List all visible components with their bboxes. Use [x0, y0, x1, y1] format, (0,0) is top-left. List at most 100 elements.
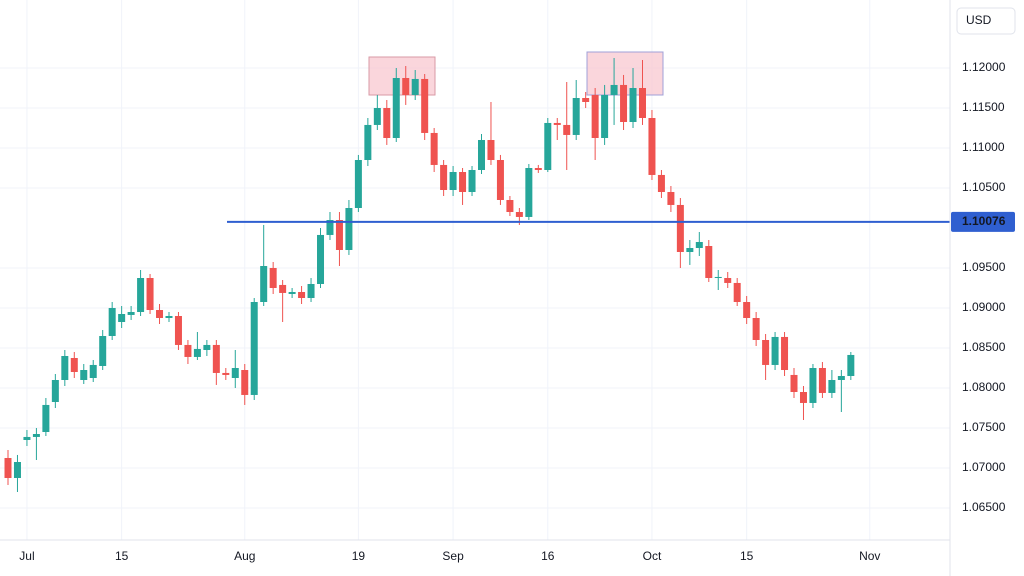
candle-body: [818, 368, 826, 393]
candle-body: [364, 124, 372, 160]
candle-body: [13, 462, 21, 478]
candle-body: [317, 234, 325, 284]
candle-body: [279, 284, 287, 293]
candle-body: [563, 124, 571, 135]
candle-body: [648, 118, 656, 175]
candle-body: [392, 78, 400, 138]
candle-body: [89, 364, 97, 378]
y-tick-label: 1.08000: [962, 380, 1006, 394]
candle-body: [212, 344, 220, 373]
candle-body: [695, 242, 703, 248]
candle-body: [620, 84, 628, 122]
x-tick-label: 19: [352, 549, 366, 563]
candle-body: [638, 88, 646, 118]
candle-body: [667, 192, 675, 205]
candle-body: [51, 380, 59, 402]
x-tick-label: Aug: [234, 549, 255, 563]
candle-body: [553, 122, 561, 125]
x-tick-label: 15: [740, 549, 754, 563]
candle-body: [771, 336, 779, 365]
y-tick-label: 1.07000: [962, 460, 1006, 474]
candles: [4, 58, 950, 492]
candle-body: [724, 278, 732, 283]
candle-body: [383, 108, 391, 138]
candle-body: [373, 108, 381, 125]
y-tick-label: 1.09500: [962, 260, 1006, 274]
candle-body: [449, 172, 457, 190]
candle-body: [601, 94, 609, 138]
candle-body: [23, 436, 31, 440]
candle-body: [99, 336, 107, 366]
x-tick-label: 16: [541, 549, 555, 563]
y-tick-label: 1.11500: [962, 100, 1005, 114]
candle-body: [146, 278, 154, 310]
candle-body: [809, 368, 817, 403]
candle-body: [174, 316, 182, 345]
candle-body: [269, 268, 277, 288]
candle-body: [790, 374, 798, 392]
candle-body: [534, 168, 542, 170]
y-tick-label: 1.12000: [962, 60, 1006, 74]
candle-body: [572, 98, 580, 135]
candle-body: [591, 94, 599, 138]
level-badge: [951, 211, 1015, 232]
x-tick-label: Sep: [442, 549, 464, 563]
candle-body: [781, 336, 789, 370]
candle-body: [402, 78, 410, 95]
level-label: 1.10076: [962, 214, 1006, 228]
candle-body: [203, 344, 211, 350]
x-tick-label: Oct: [643, 549, 662, 563]
y-tick-label: 1.06500: [962, 500, 1006, 514]
candle-body: [733, 282, 741, 302]
candle-body: [335, 220, 343, 250]
currency-badge[interactable]: [956, 7, 1016, 35]
candle-body: [288, 292, 296, 294]
candle-body: [837, 376, 845, 380]
candle-body: [799, 392, 807, 403]
candle-body: [298, 292, 306, 298]
candle-body: [657, 174, 665, 192]
candle-body: [421, 78, 429, 133]
candle-body: [705, 246, 713, 278]
candle-body: [193, 348, 201, 357]
candle-body: [250, 302, 258, 395]
axes: 1.06500 1.07000 1.07500 1.08000 1.08500 1.090…: [19, 60, 1015, 563]
x-tick-label: Jul: [19, 549, 34, 563]
candle-body: [515, 212, 523, 217]
candle-body: [676, 204, 684, 252]
candle-body: [231, 368, 239, 378]
candle-body: [610, 84, 618, 95]
candle-body: [487, 140, 495, 160]
candle-body: [629, 88, 637, 122]
x-tick-label: Nov: [859, 549, 880, 563]
candle-body: [137, 278, 145, 312]
candle-body: [582, 98, 590, 102]
x-tick-label: 15: [115, 549, 129, 563]
candle-body: [307, 284, 315, 298]
candle-body: [345, 208, 353, 250]
candle-body: [32, 434, 40, 437]
candle-body: [459, 172, 467, 192]
y-tick-label: 1.08500: [962, 340, 1006, 354]
candle-body: [326, 220, 334, 235]
candle-body: [165, 316, 173, 318]
candle-body: [4, 458, 12, 478]
candle-body: [468, 170, 476, 192]
candle-body: [354, 160, 362, 208]
y-tick-label: 1.09000: [962, 300, 1006, 314]
candle-body: [241, 370, 249, 395]
candle-body: [430, 132, 438, 165]
candle-body: [184, 344, 192, 357]
candle-body: [714, 276, 722, 278]
candle-body: [42, 404, 50, 432]
grid: [0, 0, 950, 540]
candle-body: [127, 312, 135, 315]
candle-body: [80, 370, 88, 380]
candle-body: [61, 356, 69, 380]
candle-body: [544, 122, 552, 170]
candle-body: [440, 164, 448, 190]
candle-body: [411, 78, 419, 95]
candle-body: [108, 308, 116, 336]
candle-body: [478, 140, 485, 170]
